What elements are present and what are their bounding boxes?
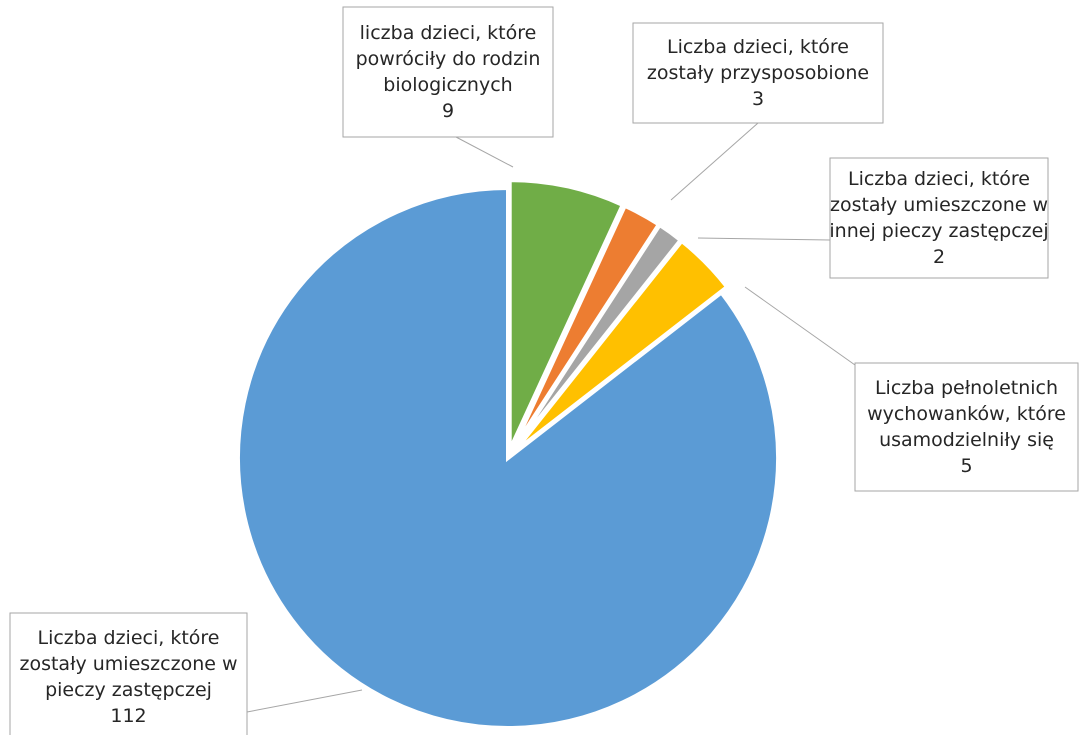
slice-label-line: Liczba dzieci, które [38,627,220,649]
pie-slice-5 [236,185,781,730]
data-callout-1: liczba dzieci, które powróciły do rodzin b… [342,6,554,138]
slice-value-label: 3 [752,88,764,110]
slice-label-line: Liczba pełnoletnich [875,377,1058,399]
data-callout-2: Liczba dzieci, które zostały przysposobio… [632,22,884,124]
slice-label-line: zostały umieszczone w [830,194,1048,216]
leader-line-4 [744,286,856,366]
slice-label-line: pieczy zastępczej [45,679,212,701]
callout-box [342,6,554,138]
data-callouts: liczba dzieci, które powróciły do rodzin b… [9,6,1079,735]
slice-label-line: Liczba dzieci, które [848,168,1030,190]
pie-slice-4 [512,238,730,454]
slice-label-line: powróciły do rodzin [356,48,541,70]
leader-line-2 [670,122,759,201]
leader-line-3 [697,237,831,241]
slice-label-line: zostały przysposobione [647,62,869,84]
data-callout-5: Liczba dzieci, które zostały umieszczone … [9,612,248,735]
slice-label-line: innej pieczy zastępczej [829,220,1048,242]
pie-slice-1 [507,178,626,452]
callout-box [829,157,1049,279]
callout-box [632,22,884,124]
leader-line-1 [455,136,514,168]
slice-label-line: zostały umieszczone w [19,653,237,675]
slice-label-line: biologicznych [383,74,512,96]
slice-value-label: 5 [960,455,972,477]
data-callout-4: Liczba pełnoletnich wychowanków, które usa… [854,362,1079,492]
pie-slices [236,178,781,730]
data-callout-3: Liczba dzieci, które zostały umieszczone … [829,157,1049,279]
leader-line-5 [246,689,363,713]
slice-value-label: 9 [442,100,454,122]
callout-box [854,362,1079,492]
slice-label-line: Liczba dzieci, które [667,36,849,58]
slice-label-line: wychowanków, które [867,403,1066,425]
slice-value-label: 2 [933,246,945,268]
callout-box [9,612,248,735]
slice-value-label: 112 [110,705,146,727]
slice-label-line: liczba dzieci, które [360,22,537,44]
slice-label-line: usamodzielniły się [879,429,1054,451]
leader-lines [246,122,856,713]
